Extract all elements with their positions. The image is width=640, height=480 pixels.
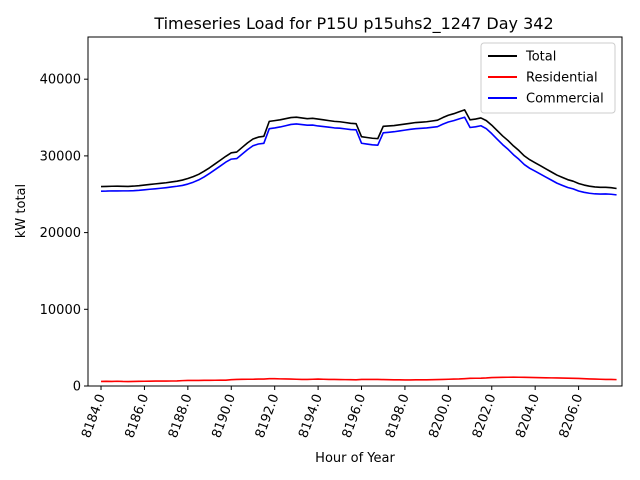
y-tick-label: 30000 [40, 149, 81, 164]
series-layer [100, 109, 617, 383]
y-tick-label: 10000 [40, 303, 81, 318]
legend: Total Residential Commercial [480, 42, 616, 114]
y-tick-label: 0 [73, 380, 81, 395]
y-axis-label: kW total [14, 184, 29, 238]
y-tick-label: 40000 [40, 73, 81, 88]
x-axis-label: Hour of Year [315, 451, 395, 466]
legend-box [480, 42, 616, 114]
series-line-commercial [101, 116, 617, 196]
legend-label-total: Total [525, 50, 556, 65]
series-line-residential [101, 376, 617, 383]
chart-title: Timeseries Load for P15U p15uhs2_1247 Da… [153, 14, 553, 34]
legend-label-commercial: Commercial [526, 92, 604, 107]
legend-label-residential: Residential [526, 71, 598, 86]
y-axis: 0 10000 20000 30000 40000 [40, 73, 88, 395]
plot-frame [87, 36, 623, 387]
series-line-total [100, 109, 617, 190]
y-tick-label: 20000 [40, 226, 81, 241]
